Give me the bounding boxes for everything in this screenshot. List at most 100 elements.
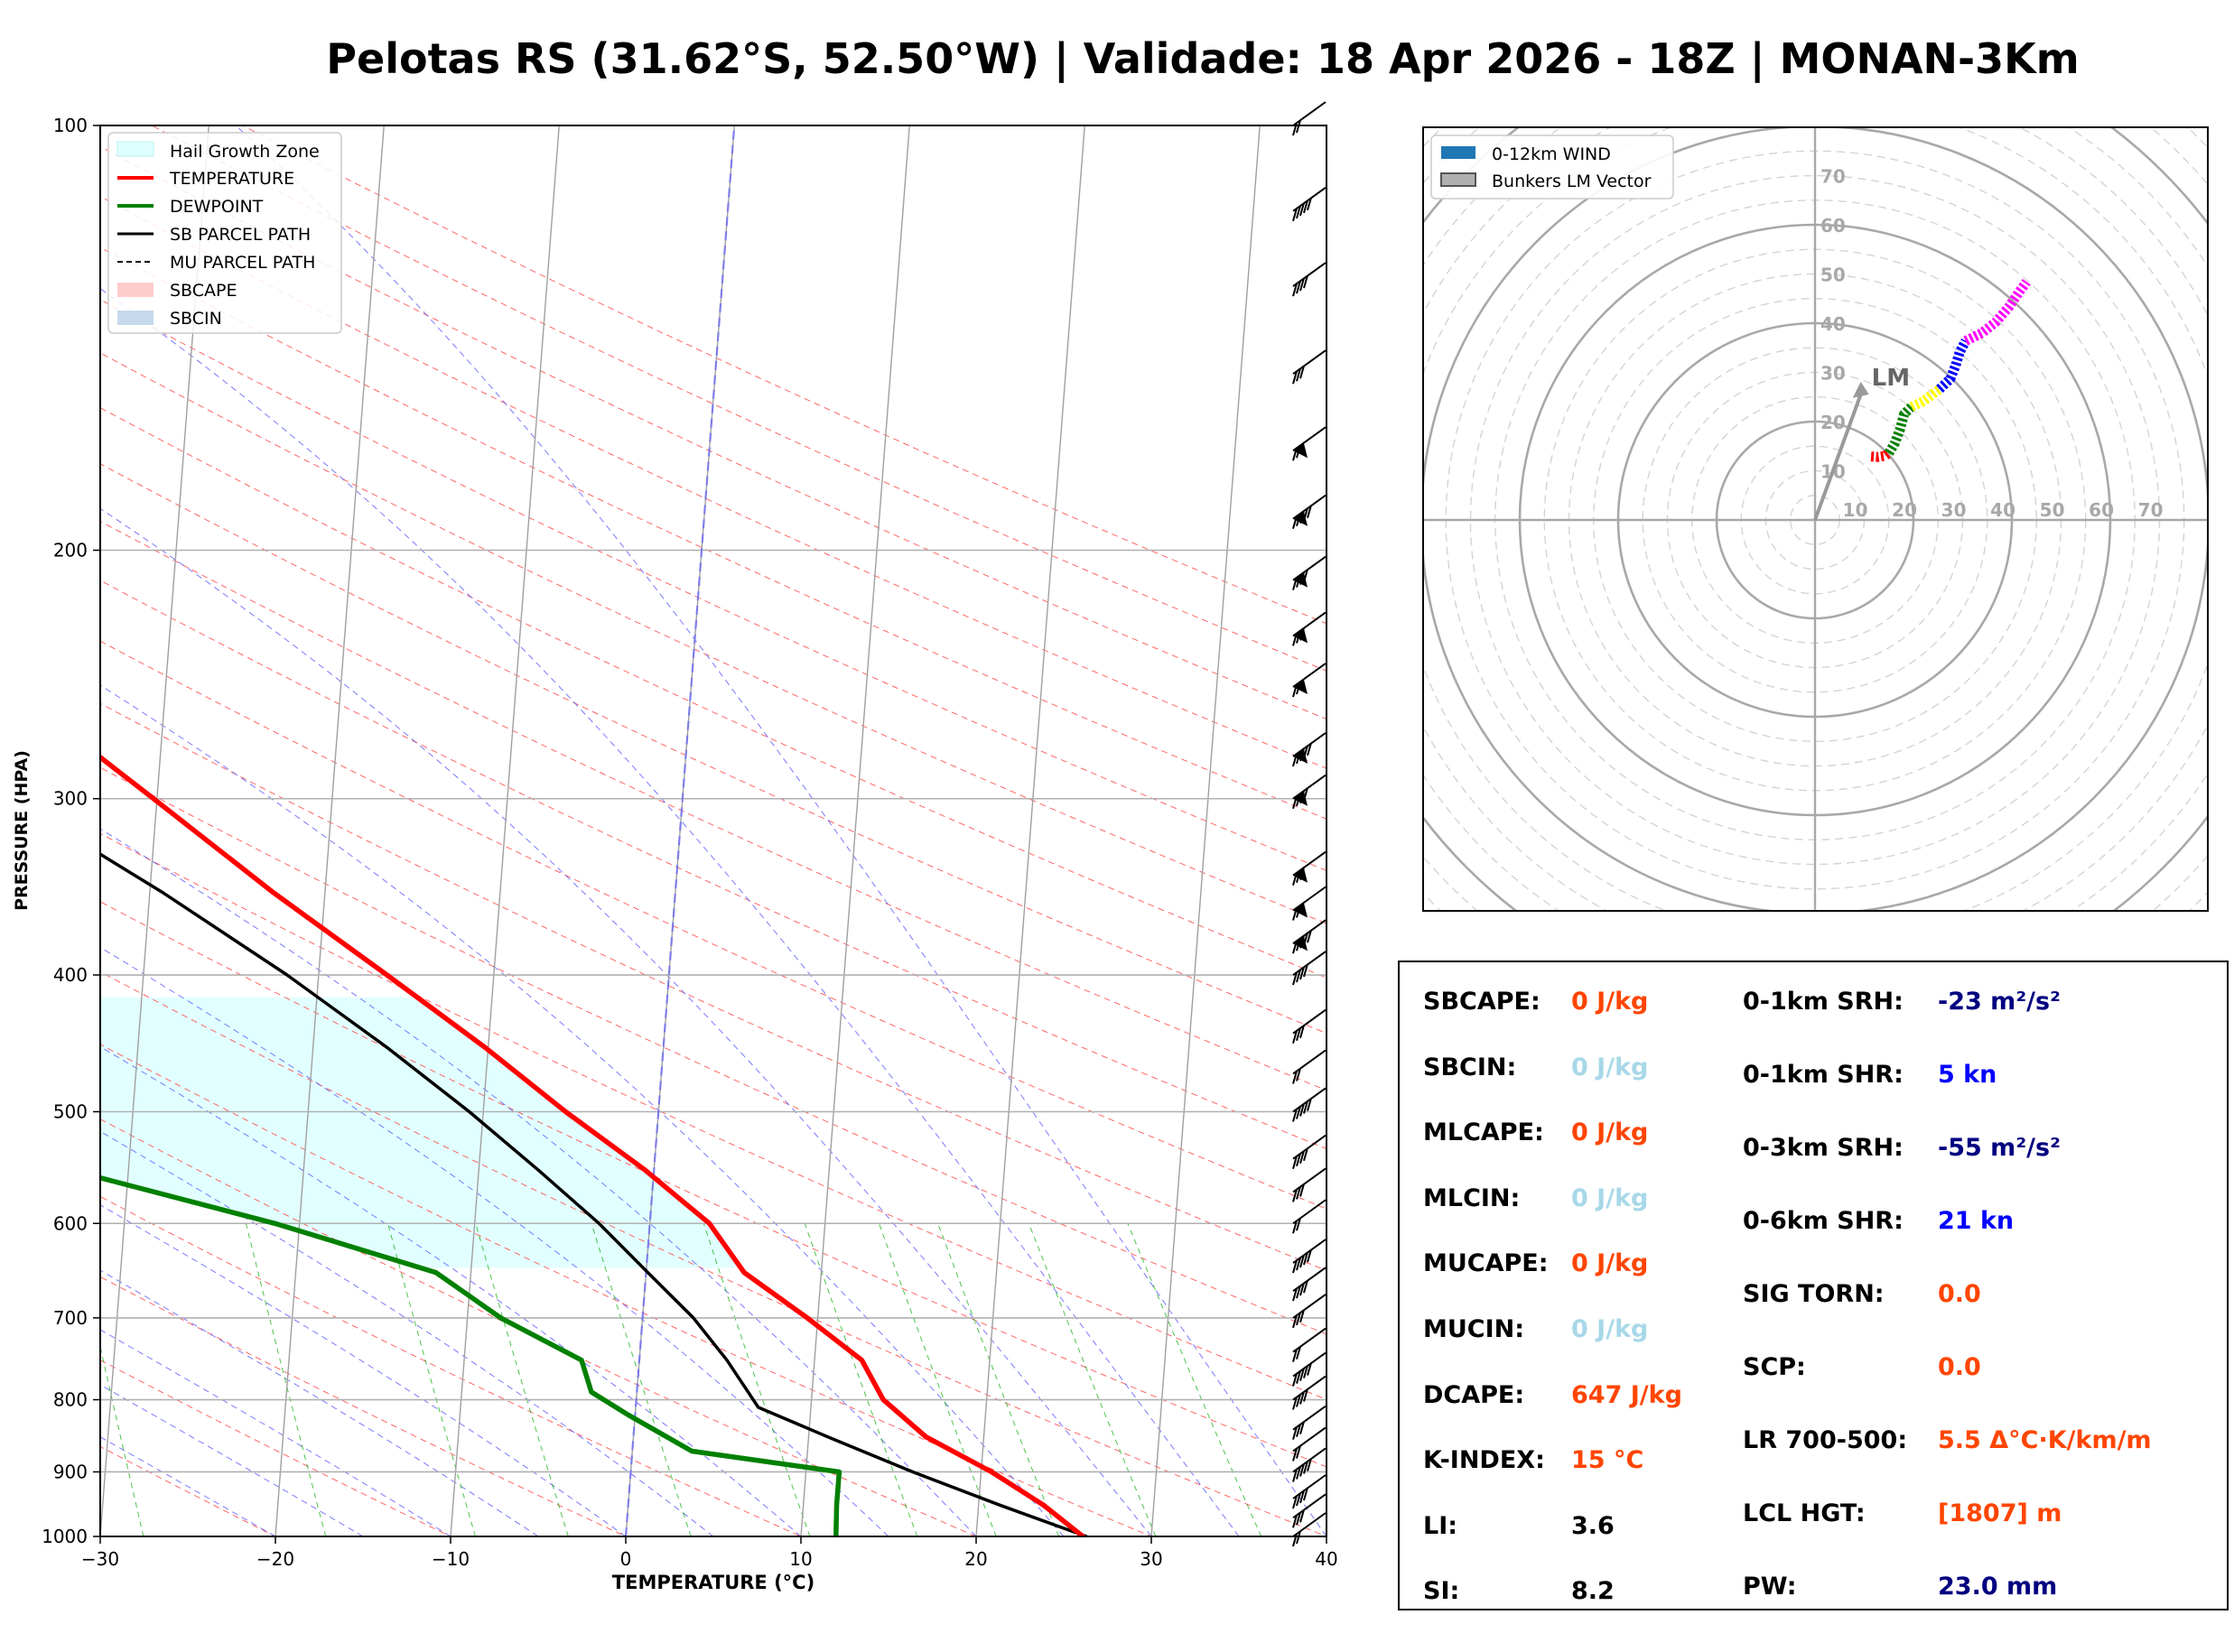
param-label: 0-1km SHR: bbox=[1743, 1061, 1904, 1089]
wind-barb-feather bbox=[1292, 1373, 1298, 1387]
wind-barb bbox=[1292, 1134, 1326, 1170]
wind-barb bbox=[1292, 1267, 1326, 1302]
wind-barb-feather bbox=[1292, 370, 1298, 385]
wind-barb-staff bbox=[1292, 919, 1326, 945]
wind-barb-feather bbox=[1292, 1349, 1298, 1362]
param-value: 8.2 bbox=[1571, 1577, 1615, 1606]
legend-swatch-lm bbox=[1440, 172, 1476, 187]
wind-barb-feather bbox=[1299, 1254, 1305, 1268]
parameters-panel: SBCAPE: 0 J/kg SBCIN: 0 J/kg MLCAPE: 0 J/kg ML… bbox=[1398, 961, 2229, 1610]
wind-barb-feather bbox=[1292, 1259, 1298, 1274]
wind-barb-feather bbox=[1292, 1314, 1298, 1329]
skewt-legend: Hail Growth Zone TEMPERATURE DEWPOINT SB… bbox=[107, 132, 342, 334]
hodograph-segment bbox=[1963, 278, 2031, 346]
param-label: SBCIN: bbox=[1423, 1053, 1517, 1081]
wind-barb-staff bbox=[1292, 886, 1326, 912]
wind-barb-staff bbox=[1292, 1167, 1326, 1193]
param-value: 15 °C bbox=[1571, 1446, 1644, 1475]
x-tick-label: 0 bbox=[620, 1548, 632, 1570]
x-tick-label: 20 bbox=[964, 1548, 987, 1570]
hodograph-segment bbox=[1870, 449, 1893, 462]
wind-barb-pennant bbox=[1293, 903, 1308, 918]
wind-barb-feather bbox=[1303, 1461, 1308, 1474]
wind-barb-feather bbox=[1299, 277, 1305, 292]
wind-barb-feather bbox=[1296, 1512, 1301, 1526]
wind-barb-feather bbox=[1296, 1492, 1301, 1507]
hodograph-frame bbox=[1422, 126, 2209, 912]
dry-adiabat bbox=[100, 1044, 1153, 1536]
legend-label-mu-parcel: MU PARCEL PATH bbox=[170, 253, 315, 273]
wind-barb-staff bbox=[1292, 494, 1326, 520]
x-axis-ticks: −30 −20 −10 0 10 20 30 40 bbox=[81, 1536, 1338, 1570]
param-value: [1807] m bbox=[1938, 1499, 2062, 1527]
legend-label-hail: Hail Growth Zone bbox=[170, 142, 320, 162]
wind-barb bbox=[1292, 555, 1326, 590]
moist-adiabat bbox=[100, 1130, 714, 1536]
legend-label-dewpoint: DEWPOINT bbox=[170, 197, 264, 217]
hodograph-ring-label-x: 60 bbox=[2089, 499, 2114, 521]
wind-barb-feather bbox=[1307, 1458, 1312, 1471]
hodograph-ring-label-y: 50 bbox=[1820, 265, 1846, 286]
y-tick-label: 1000 bbox=[42, 1526, 88, 1547]
wind-barb-feather bbox=[1296, 280, 1301, 294]
wind-barb-staff bbox=[1292, 1199, 1326, 1225]
param-label: 0-3km SRH: bbox=[1743, 1134, 1904, 1162]
param-value: 0.0 bbox=[1938, 1280, 1981, 1308]
dry-adiabat bbox=[100, 640, 1326, 1210]
wind-barb-pennant bbox=[1293, 791, 1308, 806]
dry-adiabat bbox=[100, 832, 1326, 1400]
hail-growth-zone-layer bbox=[100, 998, 741, 1268]
x-tick-label: −10 bbox=[432, 1548, 470, 1570]
param-value: 0 J/kg bbox=[1571, 1183, 1649, 1212]
wind-barb-feather bbox=[1296, 1217, 1301, 1231]
wind-barb-staff bbox=[1292, 1375, 1326, 1401]
dry-adiabat bbox=[100, 1195, 803, 1536]
hodograph-ring-label-x: 10 bbox=[1843, 499, 1868, 521]
wind-barb-feather bbox=[1296, 1346, 1301, 1360]
wind-barb bbox=[1292, 1167, 1326, 1202]
param-label: MLCIN: bbox=[1423, 1183, 1521, 1212]
wind-barb-staff bbox=[1292, 1512, 1326, 1537]
mixing-ratio-layer bbox=[100, 1223, 1262, 1536]
wind-barb-feather bbox=[1296, 1445, 1301, 1459]
legend-swatch-sbcin bbox=[117, 311, 154, 325]
wind-barb bbox=[1292, 1239, 1326, 1274]
wind-barb-feather bbox=[1307, 197, 1312, 211]
legend-label-wind: 0-12km WIND bbox=[1492, 144, 1611, 164]
dry-adiabat bbox=[100, 580, 1326, 1150]
mixing-ratio-line bbox=[703, 1223, 811, 1536]
wind-barb-feather bbox=[1299, 365, 1305, 379]
wind-barb-staff bbox=[1292, 262, 1326, 287]
param-label: 0-1km SRH: bbox=[1743, 988, 1904, 1016]
moist-adiabats-layer bbox=[100, 125, 1326, 1536]
mixing-ratio-line bbox=[1028, 1223, 1157, 1536]
lm-vector-shaft bbox=[1813, 394, 1863, 521]
wind-barb-staff bbox=[1292, 1474, 1326, 1499]
wind-barb-staff bbox=[1292, 1267, 1326, 1292]
wind-barb-feather bbox=[1303, 1279, 1308, 1294]
wind-barb-pennant bbox=[1293, 679, 1308, 694]
wind-barb-feather bbox=[1296, 1186, 1301, 1200]
wind-barb bbox=[1292, 774, 1326, 810]
param-label: MLCAPE: bbox=[1423, 1118, 1544, 1147]
param-value: 21 kn bbox=[1938, 1207, 2015, 1235]
wind-barb bbox=[1292, 426, 1326, 461]
hodograph-ring-label-y: 20 bbox=[1820, 412, 1846, 433]
wind-barb-staff bbox=[1292, 732, 1326, 757]
wind-barb-feather bbox=[1299, 202, 1305, 217]
param-value: 0 J/kg bbox=[1571, 1053, 1649, 1081]
wind-barb-feather bbox=[1296, 969, 1301, 983]
wind-barb-feather bbox=[1292, 1495, 1298, 1509]
wind-barb-feather bbox=[1303, 1388, 1308, 1402]
wind-barb-feather bbox=[1299, 1103, 1305, 1117]
wind-barb-feather bbox=[1299, 966, 1305, 980]
hodograph-segment bbox=[1936, 339, 1970, 393]
mixing-ratio-line bbox=[804, 1223, 918, 1536]
dry-adiabat bbox=[100, 702, 1326, 1272]
moist-adiabat bbox=[100, 828, 977, 1536]
wind-barb-feather bbox=[1299, 1391, 1305, 1405]
param-value: 5 kn bbox=[1938, 1061, 1997, 1089]
wind-barb-staff bbox=[1292, 1239, 1326, 1264]
wind-barb bbox=[1292, 187, 1326, 222]
wind-barb-feather bbox=[1296, 1394, 1301, 1407]
